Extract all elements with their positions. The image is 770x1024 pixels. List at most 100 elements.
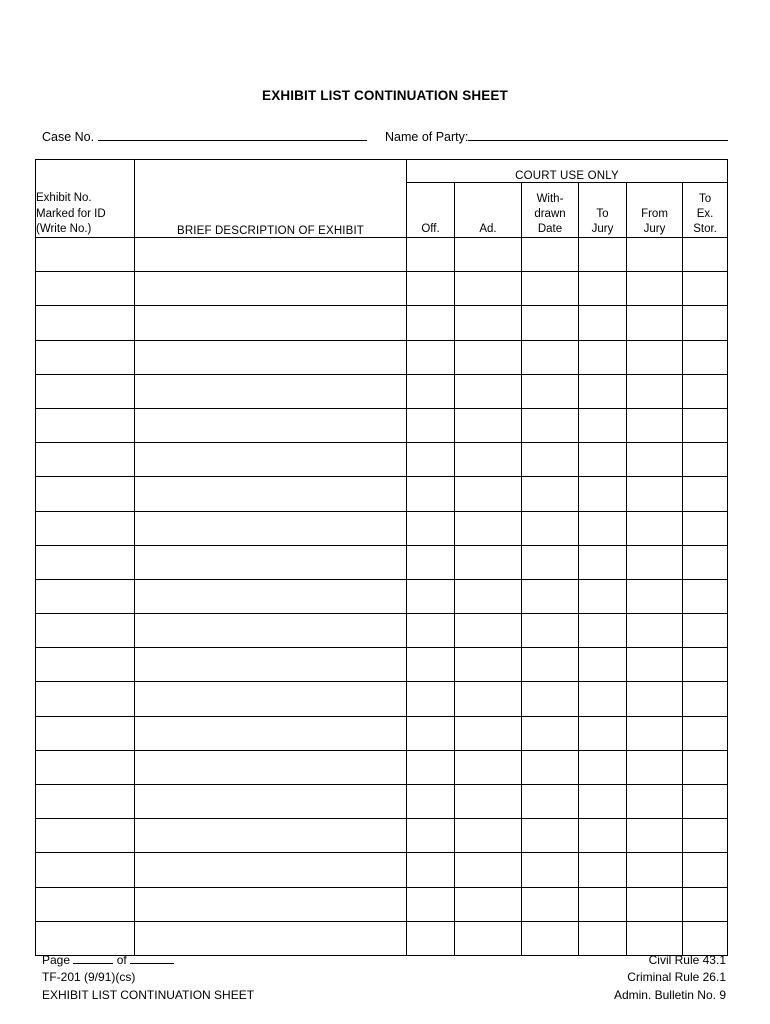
cell-withdrawn-date[interactable] bbox=[521, 920, 579, 956]
cell-off[interactable] bbox=[406, 271, 455, 307]
cell-off[interactable] bbox=[406, 236, 455, 273]
cell-exhibit-no[interactable] bbox=[35, 339, 135, 375]
cell-from-jury[interactable] bbox=[626, 886, 683, 922]
cell-description[interactable] bbox=[134, 544, 407, 580]
cell-to-ex-stor[interactable] bbox=[681, 305, 729, 341]
cell-exhibit-no[interactable] bbox=[35, 613, 135, 649]
cell-exhibit-no[interactable] bbox=[35, 749, 135, 786]
cell-from-jury[interactable] bbox=[626, 236, 683, 273]
cell-description[interactable] bbox=[134, 886, 407, 922]
cell-from-jury[interactable] bbox=[626, 407, 683, 444]
cell-from-jury[interactable] bbox=[626, 339, 683, 375]
cell-withdrawn-date[interactable] bbox=[521, 544, 579, 580]
cell-withdrawn-date[interactable] bbox=[521, 852, 579, 888]
cell-ad[interactable] bbox=[454, 442, 522, 478]
cell-ad[interactable] bbox=[454, 578, 522, 615]
cell-to-ex-stor[interactable] bbox=[681, 373, 729, 409]
cell-description[interactable] bbox=[134, 236, 407, 273]
cell-ad[interactable] bbox=[454, 783, 522, 820]
cell-description[interactable] bbox=[134, 476, 407, 512]
cell-to-jury[interactable] bbox=[578, 613, 627, 649]
page-total-input[interactable] bbox=[130, 952, 175, 964]
cell-exhibit-no[interactable] bbox=[35, 510, 135, 546]
cell-to-jury[interactable] bbox=[578, 578, 627, 615]
cell-off[interactable] bbox=[406, 749, 455, 786]
cell-exhibit-no[interactable] bbox=[35, 407, 135, 444]
cell-from-jury[interactable] bbox=[626, 271, 683, 307]
cell-off[interactable] bbox=[406, 613, 455, 649]
cell-withdrawn-date[interactable] bbox=[521, 749, 579, 786]
cell-exhibit-no[interactable] bbox=[35, 920, 135, 956]
cell-from-jury[interactable] bbox=[626, 681, 683, 717]
cell-from-jury[interactable] bbox=[626, 749, 683, 786]
cell-off[interactable] bbox=[406, 510, 455, 546]
cell-withdrawn-date[interactable] bbox=[521, 271, 579, 307]
cell-to-jury[interactable] bbox=[578, 407, 627, 444]
cell-to-ex-stor[interactable] bbox=[681, 544, 729, 580]
cell-exhibit-no[interactable] bbox=[35, 647, 135, 683]
cell-to-jury[interactable] bbox=[578, 749, 627, 786]
cell-off[interactable] bbox=[406, 339, 455, 375]
cell-to-ex-stor[interactable] bbox=[681, 852, 729, 888]
name-of-party-input[interactable] bbox=[468, 127, 728, 141]
cell-from-jury[interactable] bbox=[626, 373, 683, 409]
page-number-input[interactable] bbox=[73, 952, 114, 964]
cell-from-jury[interactable] bbox=[626, 305, 683, 341]
cell-withdrawn-date[interactable] bbox=[521, 373, 579, 409]
cell-off[interactable] bbox=[406, 783, 455, 820]
cell-exhibit-no[interactable] bbox=[35, 373, 135, 409]
cell-to-ex-stor[interactable] bbox=[681, 476, 729, 512]
cell-from-jury[interactable] bbox=[626, 852, 683, 888]
cell-to-jury[interactable] bbox=[578, 818, 627, 854]
cell-to-jury[interactable] bbox=[578, 271, 627, 307]
cell-off[interactable] bbox=[406, 818, 455, 854]
cell-ad[interactable] bbox=[454, 373, 522, 409]
cell-from-jury[interactable] bbox=[626, 442, 683, 478]
cell-exhibit-no[interactable] bbox=[35, 271, 135, 307]
cell-ad[interactable] bbox=[454, 236, 522, 273]
cell-description[interactable] bbox=[134, 783, 407, 820]
cell-from-jury[interactable] bbox=[626, 647, 683, 683]
cell-withdrawn-date[interactable] bbox=[521, 886, 579, 922]
cell-from-jury[interactable] bbox=[626, 920, 683, 956]
cell-off[interactable] bbox=[406, 715, 455, 751]
cell-withdrawn-date[interactable] bbox=[521, 818, 579, 854]
cell-off[interactable] bbox=[406, 886, 455, 922]
cell-from-jury[interactable] bbox=[626, 613, 683, 649]
cell-off[interactable] bbox=[406, 681, 455, 717]
cell-to-jury[interactable] bbox=[578, 373, 627, 409]
cell-to-ex-stor[interactable] bbox=[681, 783, 729, 820]
cell-exhibit-no[interactable] bbox=[35, 715, 135, 751]
cell-to-jury[interactable] bbox=[578, 339, 627, 375]
cell-exhibit-no[interactable] bbox=[35, 442, 135, 478]
cell-off[interactable] bbox=[406, 476, 455, 512]
cell-ad[interactable] bbox=[454, 613, 522, 649]
cell-to-jury[interactable] bbox=[578, 715, 627, 751]
cell-withdrawn-date[interactable] bbox=[521, 339, 579, 375]
cell-description[interactable] bbox=[134, 339, 407, 375]
cell-exhibit-no[interactable] bbox=[35, 578, 135, 615]
case-no-input[interactable] bbox=[98, 127, 367, 141]
cell-ad[interactable] bbox=[454, 852, 522, 888]
cell-to-ex-stor[interactable] bbox=[681, 407, 729, 444]
cell-off[interactable] bbox=[406, 920, 455, 956]
cell-description[interactable] bbox=[134, 818, 407, 854]
cell-withdrawn-date[interactable] bbox=[521, 407, 579, 444]
cell-off[interactable] bbox=[406, 305, 455, 341]
cell-to-jury[interactable] bbox=[578, 544, 627, 580]
cell-ad[interactable] bbox=[454, 339, 522, 375]
cell-exhibit-no[interactable] bbox=[35, 852, 135, 888]
cell-to-ex-stor[interactable] bbox=[681, 339, 729, 375]
cell-exhibit-no[interactable] bbox=[35, 681, 135, 717]
cell-off[interactable] bbox=[406, 442, 455, 478]
cell-from-jury[interactable] bbox=[626, 818, 683, 854]
cell-withdrawn-date[interactable] bbox=[521, 442, 579, 478]
cell-withdrawn-date[interactable] bbox=[521, 715, 579, 751]
cell-withdrawn-date[interactable] bbox=[521, 613, 579, 649]
cell-withdrawn-date[interactable] bbox=[521, 681, 579, 717]
cell-to-jury[interactable] bbox=[578, 852, 627, 888]
cell-description[interactable] bbox=[134, 305, 407, 341]
cell-ad[interactable] bbox=[454, 407, 522, 444]
cell-ad[interactable] bbox=[454, 818, 522, 854]
cell-to-jury[interactable] bbox=[578, 886, 627, 922]
